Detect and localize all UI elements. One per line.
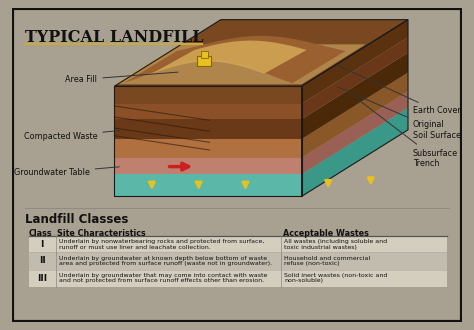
Text: Compacted Waste: Compacted Waste (24, 130, 119, 141)
Text: Solid inert wastes (non-toxic and
non-soluble): Solid inert wastes (non-toxic and non-so… (284, 273, 388, 283)
FancyBboxPatch shape (201, 51, 209, 58)
Text: Groundwater Table: Groundwater Table (14, 167, 119, 177)
Text: Landfill Classes: Landfill Classes (25, 214, 128, 226)
Polygon shape (114, 139, 301, 158)
Text: Underlain by groundwater that may come into contact with waste
and not protected: Underlain by groundwater that may come i… (59, 273, 268, 283)
Polygon shape (114, 20, 408, 86)
Text: II: II (39, 256, 46, 265)
Text: Subsurface
Trench: Subsurface Trench (357, 99, 458, 168)
Text: TYPICAL LANDFILL: TYPICAL LANDFILL (25, 29, 204, 46)
Text: III: III (37, 274, 47, 282)
Text: Original
Soil Surface: Original Soil Surface (338, 87, 461, 140)
Polygon shape (301, 91, 408, 174)
Text: All wastes (including soluble and
toxic industrial wastes): All wastes (including soluble and toxic … (284, 239, 388, 250)
Polygon shape (301, 73, 408, 158)
Text: Household and commercial
refuse (non-toxic): Household and commercial refuse (non-tox… (284, 255, 371, 266)
Polygon shape (301, 20, 408, 104)
Polygon shape (124, 36, 346, 83)
Text: Area Fill: Area Fill (65, 72, 178, 84)
Text: Underlain by groundwater at known depth below bottom of waste
area and protected: Underlain by groundwater at known depth … (59, 255, 273, 266)
Text: Acceptable Wastes: Acceptable Wastes (283, 229, 368, 238)
Polygon shape (114, 44, 365, 84)
Text: Site Characteristics: Site Characteristics (57, 229, 146, 238)
Polygon shape (114, 86, 301, 104)
FancyBboxPatch shape (29, 236, 447, 252)
Polygon shape (152, 41, 307, 74)
Polygon shape (301, 37, 408, 119)
Polygon shape (301, 53, 408, 139)
Polygon shape (114, 158, 301, 174)
Polygon shape (114, 119, 301, 139)
Polygon shape (301, 108, 408, 196)
Text: Class: Class (29, 229, 53, 238)
FancyBboxPatch shape (29, 252, 447, 270)
FancyBboxPatch shape (197, 56, 211, 66)
Text: Underlain by nonwaterbearing rocks and protected from surface,
runoff or must us: Underlain by nonwaterbearing rocks and p… (59, 239, 264, 250)
FancyBboxPatch shape (29, 270, 447, 286)
Text: Earth Cover: Earth Cover (338, 65, 461, 116)
Text: I: I (41, 240, 44, 249)
Polygon shape (114, 174, 301, 196)
Polygon shape (114, 104, 301, 119)
